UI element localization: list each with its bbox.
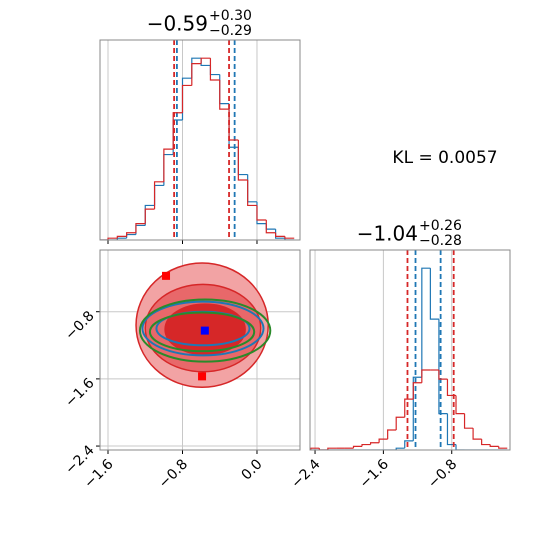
hist-step [429,268,439,320]
title-lower: −0.29 [209,23,252,39]
contour [138,298,272,363]
hist-step [237,140,248,181]
title-upper: +0.26 [419,218,462,234]
hist-step [352,445,363,449]
panel [100,40,295,240]
panel [310,250,508,450]
hist-step [481,439,491,446]
hist-step [438,319,448,415]
hist-step [265,220,276,234]
hist-step [116,235,127,239]
title-upper: +0.30 [209,8,252,24]
title-lower: −0.28 [419,233,462,249]
axes-frame [99,39,301,241]
hist-step [107,237,118,240]
hist-step [387,429,397,440]
hist-step [284,238,295,240]
hist-step [378,438,388,443]
hist-step [361,443,371,447]
hist-step [191,63,202,86]
hist-step [144,208,155,224]
hist-step [369,442,380,445]
hist-step [404,398,414,418]
hist-step [135,223,146,233]
hist-step [472,428,482,440]
axes-frame [99,249,301,451]
hist-step [327,447,337,450]
hist-step [310,447,320,450]
hist-step [395,447,405,450]
hist-step [438,370,448,380]
hist-step [412,382,422,400]
hist-step [275,229,285,239]
hist-step [404,440,414,449]
kl-annotation: KL = 0.0057 [392,148,497,168]
hist-step [489,444,499,447]
marker [162,271,171,280]
title-value: −1.04 [357,222,418,246]
hist-step [181,84,192,113]
marker [198,372,207,381]
hist-step [421,267,431,378]
hist-step [126,232,136,237]
hist-step [200,57,211,64]
hist-step [455,444,465,450]
panel [100,250,300,450]
hist-step [163,148,174,182]
contour [141,300,265,357]
contour [148,311,256,353]
hist-step [395,416,405,430]
axes-frame [309,249,511,451]
hist-step [153,181,164,210]
hist-step [412,376,422,441]
hist-step [256,205,267,221]
hist-step [463,413,474,429]
hist-step [172,112,183,150]
hist-step [284,236,295,239]
hist-step [421,369,431,383]
hist-step [219,80,230,110]
hist-step [209,58,220,81]
hist-step [275,232,285,237]
hist-step [247,180,257,207]
hist-step [498,446,508,449]
hist-step [455,395,465,415]
title-value: −0.59 [147,12,208,36]
hist-step [318,448,328,450]
marker [200,326,209,335]
